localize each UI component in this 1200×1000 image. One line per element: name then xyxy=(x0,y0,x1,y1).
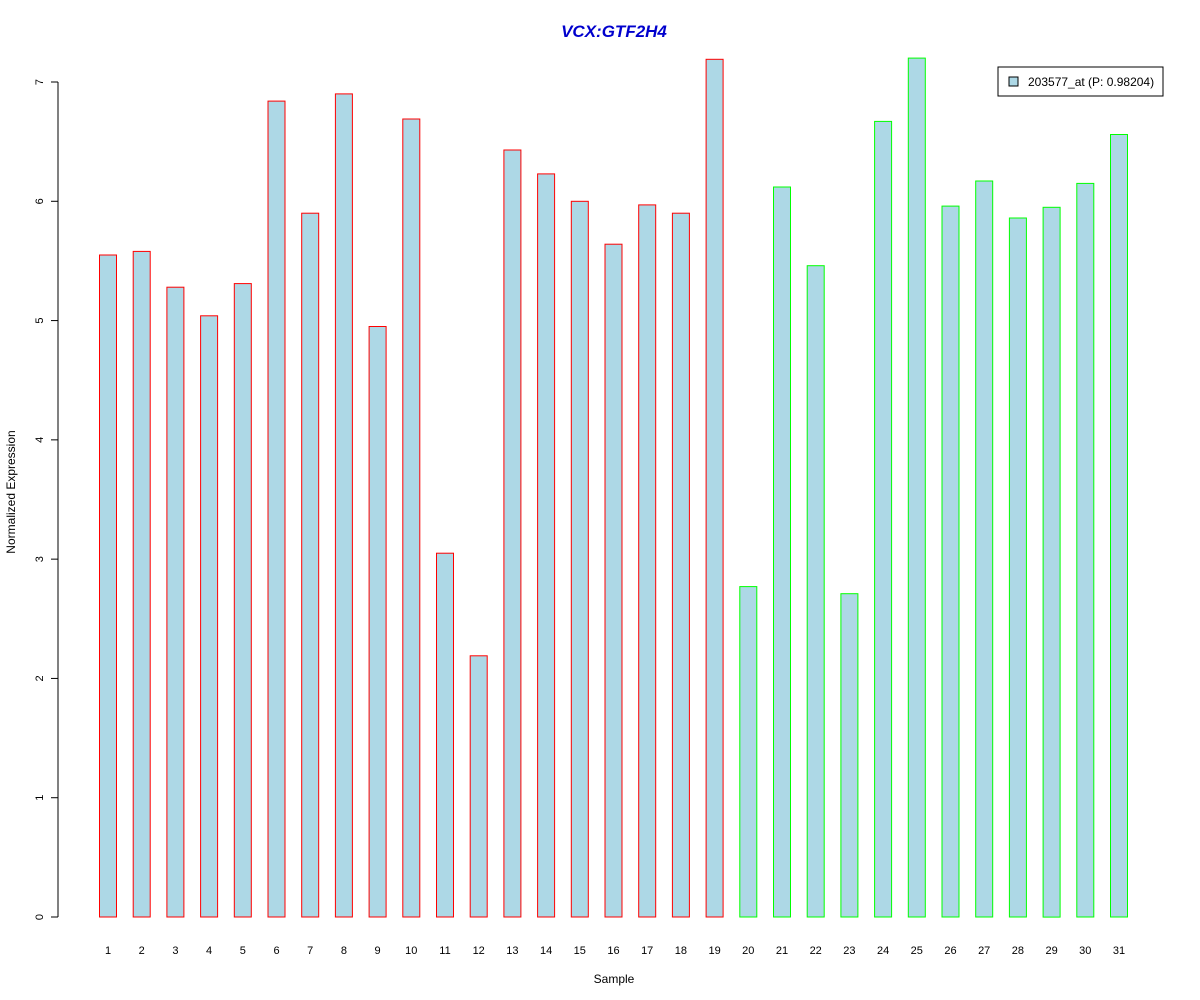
x-tick-label: 23 xyxy=(843,945,855,957)
x-tick-label: 7 xyxy=(307,945,313,957)
x-tick-label: 16 xyxy=(607,945,619,957)
x-tick-label: 4 xyxy=(206,945,212,957)
bar-sample-18 xyxy=(671,212,690,918)
x-tick-labels: 1 2 3 4 5 6 7 8 9 10 11 12 13 14 15 16 17 18 19 20 21 22 23 24 2… xyxy=(105,945,1125,957)
x-tick-label: 21 xyxy=(776,945,788,957)
bar-sample-13 xyxy=(503,149,522,918)
x-tick-label: 30 xyxy=(1079,945,1091,957)
bar-sample-19 xyxy=(705,58,724,918)
x-axis-label: Sample xyxy=(594,972,635,986)
x-tick-label: 19 xyxy=(708,945,720,957)
bar-sample-29 xyxy=(1042,206,1061,918)
bar-sample-22 xyxy=(806,265,825,918)
bar-sample-23 xyxy=(840,593,859,918)
x-tick-label: 15 xyxy=(574,945,586,957)
x-tick-label: 20 xyxy=(742,945,754,957)
bar-sample-27 xyxy=(975,180,994,918)
bar-sample-17 xyxy=(638,204,657,918)
bar-sample-5 xyxy=(233,283,252,918)
x-tick-label: 24 xyxy=(877,945,889,957)
bar-sample-4 xyxy=(200,315,219,918)
y-axis: 0 1 2 3 4 5 6 7 xyxy=(34,79,59,920)
x-tick-label: 9 xyxy=(375,945,381,957)
x-tick-label: 3 xyxy=(172,945,178,957)
bar-sample-30 xyxy=(1076,182,1095,918)
bar-sample-25 xyxy=(907,57,926,918)
bar-sample-26 xyxy=(941,205,960,918)
x-tick-label: 17 xyxy=(641,945,653,957)
x-tick-label: 27 xyxy=(978,945,990,957)
legend-swatch xyxy=(1008,76,1019,87)
y-axis-label: Normalized Expression xyxy=(4,430,18,553)
bar-sample-15 xyxy=(570,200,589,918)
y-tick-label: 5 xyxy=(34,318,46,324)
bars-group xyxy=(99,57,1128,918)
x-tick-label: 13 xyxy=(506,945,518,957)
x-tick-label: 31 xyxy=(1113,945,1125,957)
x-tick-label: 12 xyxy=(473,945,485,957)
bar-sample-21 xyxy=(773,186,791,918)
bar-sample-14 xyxy=(537,173,556,918)
x-tick-label: 11 xyxy=(439,945,450,957)
x-tick-label: 18 xyxy=(675,945,687,957)
bar-sample-10 xyxy=(402,118,421,918)
x-tick-label: 1 xyxy=(105,945,111,957)
y-tick-label: 3 xyxy=(34,556,46,562)
bar-sample-3 xyxy=(166,286,185,918)
x-tick-label: 26 xyxy=(944,945,956,957)
x-tick-label: 8 xyxy=(341,945,347,957)
bar-sample-7 xyxy=(301,212,320,918)
bar-sample-24 xyxy=(874,120,893,918)
x-tick-label: 10 xyxy=(405,945,417,957)
y-tick-label: 6 xyxy=(34,198,46,204)
x-tick-label: 2 xyxy=(139,945,145,957)
legend: 203577_at (P: 0.98204) xyxy=(997,66,1164,97)
bar-sample-28 xyxy=(1008,217,1027,918)
x-tick-label: 5 xyxy=(240,945,246,957)
x-tick-label: 22 xyxy=(810,945,822,957)
bar-sample-16 xyxy=(604,243,623,918)
chart-title: VCX:GTF2H4 xyxy=(561,22,667,41)
bar-sample-2 xyxy=(132,250,151,918)
y-tick-label: 0 xyxy=(34,914,46,920)
x-tick-label: 25 xyxy=(911,945,923,957)
bar-sample-12 xyxy=(469,655,488,918)
bar-sample-8 xyxy=(334,93,353,918)
y-tick-label: 2 xyxy=(34,675,46,681)
bar-sample-31 xyxy=(1110,134,1128,918)
bar-sample-9 xyxy=(368,326,387,918)
x-tick-label: 14 xyxy=(540,945,552,957)
bar-sample-1 xyxy=(99,254,117,918)
y-tick-label: 4 xyxy=(34,437,46,443)
x-tick-label: 28 xyxy=(1012,945,1024,957)
x-tick-label: 29 xyxy=(1045,945,1057,957)
bar-sample-20 xyxy=(739,586,758,918)
legend-box xyxy=(997,66,1164,97)
bar-sample-11 xyxy=(436,552,454,918)
bar-sample-6 xyxy=(267,100,286,918)
y-tick-label: 1 xyxy=(34,795,46,801)
legend-entry: 203577_at (P: 0.98204) xyxy=(1028,75,1154,89)
x-tick-label: 6 xyxy=(273,945,279,957)
y-tick-label: 7 xyxy=(34,79,46,85)
